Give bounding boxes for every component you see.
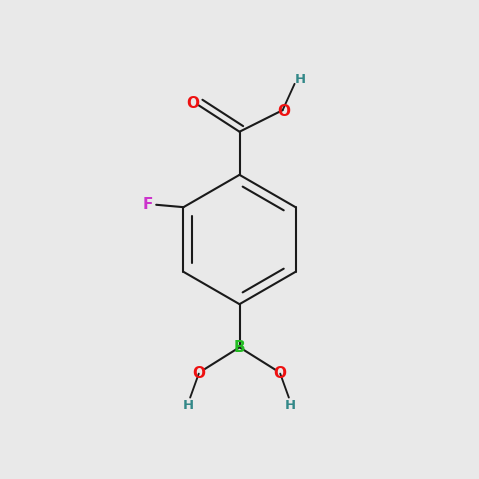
Text: O: O: [277, 104, 291, 119]
Text: O: O: [186, 96, 200, 111]
Text: H: H: [285, 399, 297, 412]
Text: O: O: [274, 366, 287, 381]
Text: O: O: [192, 366, 205, 381]
Text: B: B: [234, 340, 245, 355]
Text: F: F: [142, 197, 153, 212]
Text: H: H: [295, 73, 306, 87]
Text: H: H: [182, 399, 194, 412]
